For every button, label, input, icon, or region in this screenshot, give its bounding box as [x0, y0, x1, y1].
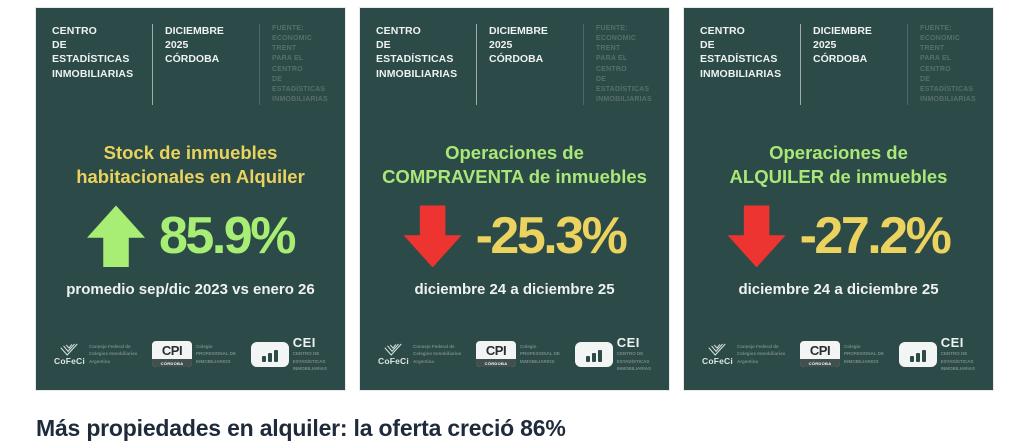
report-period: DICIEMBRE 2025 CÓRDOBA — [165, 25, 224, 66]
article-headline: Más propiedades en alquiler: la oferta c… — [36, 415, 566, 442]
logos-footer: CoFeCi Consejo Federal de Colegios Inmob… — [376, 335, 653, 378]
cpi-region-label: CÓRDOBA — [152, 359, 193, 368]
up-arrow-icon — [87, 205, 146, 268]
cei-wordmark: CEI — [292, 335, 316, 351]
card-compraventa: CENTRO DE ESTADÍSTICAS INMOBILIARIAS DIC… — [360, 8, 669, 390]
cofeci-wordmark: CoFeCi — [702, 355, 733, 366]
stat-value: 85.9% — [159, 207, 296, 266]
cofeci-wordmark: CoFeCi — [54, 355, 85, 366]
cofeci-tagline: Consejo Federal de Colegios Inmobiliario… — [88, 344, 138, 364]
cpi-tagline: Colegio PROFESIONAL DE INMOBILIARIOS — [520, 344, 560, 364]
cpi-logo: CPI CÓRDOBA Colegio PROFESIONAL DE INMOB… — [800, 341, 884, 368]
cei-logo: CEI CENTRO DE ESTADÍSTICAS INMOBILIARIAS — [250, 335, 327, 372]
cofeci-logo: CoFeCi Consejo Federal de Colegios Inmob… — [702, 343, 785, 366]
cpi-region-label: CÓRDOBA — [800, 359, 841, 368]
card-title: Operaciones de COMPRAVENTA de inmuebles — [382, 142, 647, 187]
bar-chart-icon — [898, 341, 937, 367]
cei-logo: CEI CENTRO DE ESTADÍSTICAS INMOBILIARIAS — [898, 335, 975, 372]
down-arrow-icon — [403, 205, 462, 268]
cpi-tagline: Colegio PROFESIONAL DE INMOBILIARIOS — [196, 344, 236, 364]
cpi-badge-icon: CPI CÓRDOBA — [476, 341, 517, 368]
cpi-wordmark: CPI — [485, 343, 507, 359]
stat-caption: promedio sep/dic 2023 vs enero 26 — [66, 281, 315, 299]
card-title: Stock de inmuebles habitacionales en Alq… — [76, 142, 305, 187]
bar-chart-icon — [250, 341, 289, 367]
card-stock-alquiler: CENTRO DE ESTADÍSTICAS INMOBILIARIAS DIC… — [36, 8, 345, 390]
cpi-region-label: CÓRDOBA — [476, 359, 517, 368]
cei-tagline: CENTRO DE ESTADÍSTICAS INMOBILIARIAS — [292, 351, 327, 371]
cpi-tagline: Colegio PROFESIONAL DE INMOBILIARIOS — [844, 344, 884, 364]
card-header: CENTRO DE ESTADÍSTICAS INMOBILIARIAS DIC… — [376, 24, 653, 106]
stat-row: 85.9% — [52, 205, 329, 268]
bar-chart-icon — [574, 341, 613, 367]
header-divider — [583, 24, 584, 106]
cofeci-logo: CoFeCi Consejo Federal de Colegios Inmob… — [54, 343, 137, 366]
cei-tagline: CENTRO DE ESTADÍSTICAS INMOBILIARIAS — [940, 351, 975, 371]
cpi-badge-icon: CPI CÓRDOBA — [152, 341, 193, 368]
stat-row: -25.3% — [376, 205, 653, 268]
cpi-logo: CPI CÓRDOBA Colegio PROFESIONAL DE INMOB… — [152, 341, 236, 368]
cofeci-check-icon: CoFeCi — [378, 343, 409, 366]
stat-caption: diciembre 24 a diciembre 25 — [414, 281, 615, 299]
cofeci-tagline: Consejo Federal de Colegios Inmobiliario… — [412, 344, 462, 364]
cofeci-logo: CoFeCi Consejo Federal de Colegios Inmob… — [378, 343, 461, 366]
cpi-wordmark: CPI — [161, 343, 183, 359]
org-name: CENTRO DE ESTADÍSTICAS INMOBILIARIAS — [52, 25, 134, 80]
org-name: CENTRO DE ESTADÍSTICAS INMOBILIARIAS — [700, 25, 782, 80]
stat-caption: diciembre 24 a diciembre 25 — [738, 281, 939, 299]
header-divider — [259, 24, 260, 106]
org-name: CENTRO DE ESTADÍSTICAS INMOBILIARIAS — [376, 25, 458, 80]
cei-tagline: CENTRO DE ESTADÍSTICAS INMOBILIARIAS — [616, 351, 651, 371]
source-note: FUENTE: ECONOMIC TRENT PARA EL CENTRO DE… — [920, 25, 976, 103]
card-header: CENTRO DE ESTADÍSTICAS INMOBILIARIAS DIC… — [52, 24, 329, 106]
card-header: CENTRO DE ESTADÍSTICAS INMOBILIARIAS DIC… — [700, 24, 977, 106]
cpi-wordmark: CPI — [809, 343, 831, 359]
cofeci-tagline: Consejo Federal de Colegios Inmobiliario… — [736, 344, 786, 364]
cei-wordmark: CEI — [616, 335, 640, 351]
card-alquiler-operaciones: CENTRO DE ESTADÍSTICAS INMOBILIARIAS DIC… — [684, 8, 993, 390]
report-period: DICIEMBRE 2025 CÓRDOBA — [489, 25, 548, 66]
card-title: Operaciones de ALQUILER de inmuebles — [729, 142, 948, 187]
source-note: FUENTE: ECONOMIC TRENT PARA EL CENTRO DE… — [596, 25, 652, 103]
header-divider — [476, 24, 477, 106]
header-divider — [152, 24, 153, 106]
logos-footer: CoFeCi Consejo Federal de Colegios Inmob… — [700, 335, 977, 378]
header-divider — [800, 24, 801, 106]
cpi-logo: CPI CÓRDOBA Colegio PROFESIONAL DE INMOB… — [476, 341, 560, 368]
source-note: FUENTE: ECONOMIC TRENT PARA EL CENTRO DE… — [272, 25, 328, 103]
cei-logo: CEI CENTRO DE ESTADÍSTICAS INMOBILIARIAS — [574, 335, 651, 372]
stat-value: -25.3% — [475, 207, 628, 266]
cofeci-wordmark: CoFeCi — [378, 355, 409, 366]
infographic-cards-row: CENTRO DE ESTADÍSTICAS INMOBILIARIAS DIC… — [36, 8, 993, 390]
report-period: DICIEMBRE 2025 CÓRDOBA — [813, 25, 872, 66]
cpi-badge-icon: CPI CÓRDOBA — [800, 341, 841, 368]
header-divider — [907, 24, 908, 106]
cei-wordmark: CEI — [940, 335, 964, 351]
stat-value: -27.2% — [799, 207, 952, 266]
cofeci-check-icon: CoFeCi — [54, 343, 85, 366]
down-arrow-icon — [727, 205, 786, 268]
stat-row: -27.2% — [700, 205, 977, 268]
cofeci-check-icon: CoFeCi — [702, 343, 733, 366]
logos-footer: CoFeCi Consejo Federal de Colegios Inmob… — [52, 335, 329, 378]
